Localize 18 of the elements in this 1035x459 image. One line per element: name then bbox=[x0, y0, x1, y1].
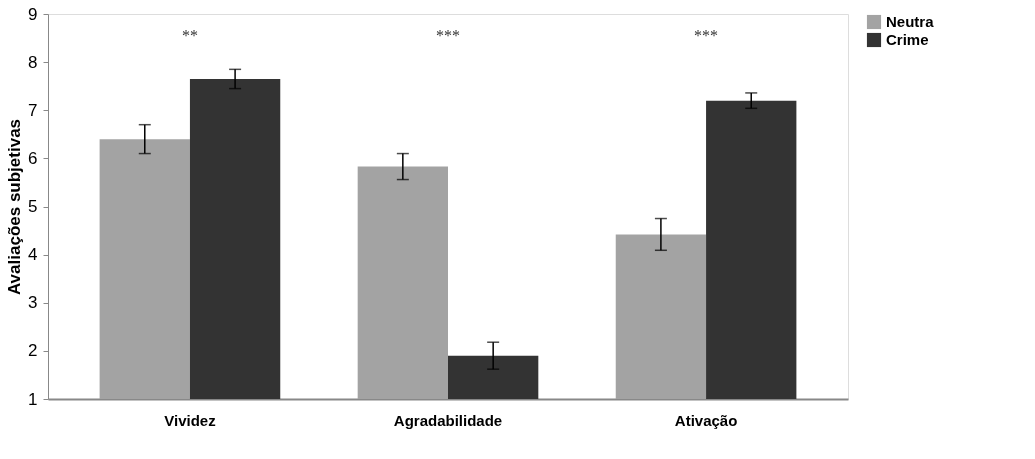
y-tick-label: 5 bbox=[28, 197, 38, 216]
y-axis-title: Avaliações subjetivas bbox=[5, 118, 25, 296]
annotation: ** bbox=[181, 27, 198, 44]
y-tick-label: 3 bbox=[28, 293, 38, 313]
y-tick-label: 2 bbox=[28, 341, 38, 361]
x-tick-label: Ativação bbox=[674, 411, 738, 429]
y-tick-label: 9 bbox=[28, 4, 38, 24]
legend-label: Crime bbox=[886, 31, 929, 48]
annotation: *** bbox=[694, 27, 719, 44]
y-tick-label: 1 bbox=[28, 389, 38, 409]
y-tick-label: 7 bbox=[28, 100, 38, 120]
y-tick-label: 4 bbox=[28, 245, 38, 265]
x-tick-label: Vividez bbox=[164, 411, 216, 429]
annotation: *** bbox=[436, 27, 460, 44]
y-tick-label: 6 bbox=[28, 148, 38, 168]
legend-label: Neutra bbox=[886, 13, 935, 30]
x-tick-label: Agradabilidade bbox=[393, 411, 503, 429]
y-tick-label: 8 bbox=[28, 52, 38, 72]
